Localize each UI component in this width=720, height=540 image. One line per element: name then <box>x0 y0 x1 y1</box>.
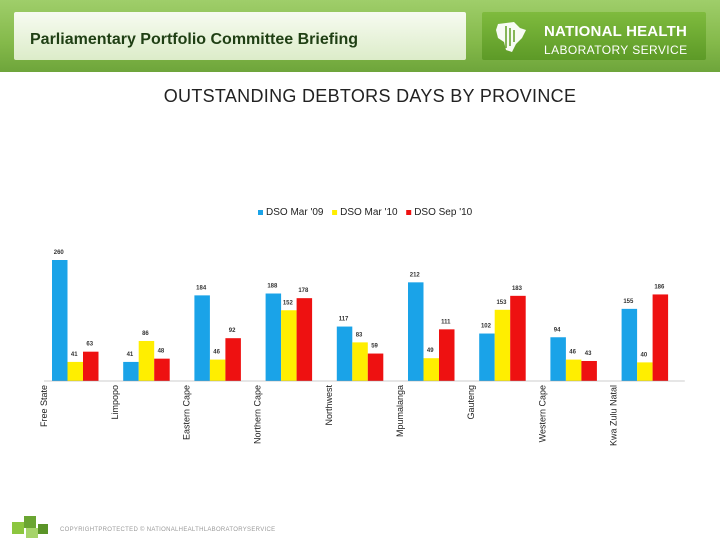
data-label-4-0: 117 <box>339 317 349 323</box>
bar-7-2 <box>581 360 597 381</box>
data-label-7-2: 43 <box>585 351 592 357</box>
data-label-3-2: 178 <box>298 288 309 294</box>
data-label-0-0: 260 <box>54 250 65 256</box>
data-label-2-2: 92 <box>229 328 236 334</box>
data-label-7-1: 46 <box>569 350 576 356</box>
logo-text-national-health: NATIONAL HEALTH <box>544 23 687 40</box>
data-label-6-1: 153 <box>496 300 507 306</box>
category-label-3: Northern Cape <box>253 385 263 444</box>
legend-swatch-2 <box>406 210 412 215</box>
bar-8-1 <box>637 362 653 381</box>
data-label-0-1: 41 <box>71 352 78 358</box>
chart-title: OUTSTANDING DEBTORS DAYS BY PROVINCE <box>163 86 577 106</box>
data-label-4-1: 83 <box>356 332 363 338</box>
data-label-2-0: 184 <box>196 285 207 291</box>
category-label-0: Free State <box>39 385 49 427</box>
data-label-2-1: 46 <box>213 350 220 356</box>
bar-6-0 <box>479 333 495 381</box>
bar-8-0 <box>621 308 638 381</box>
legend-swatch-1 <box>332 210 338 215</box>
bar-6-2 <box>510 295 526 381</box>
legend-label-0: DSO Mar '09 <box>266 207 324 218</box>
logo-text-laboratory-service: LABORATORY SERVICE <box>544 43 688 57</box>
copyright-footer: COPYRIGHTPROTECTED © NATIONALHEALTHLABOR… <box>60 527 276 533</box>
bar-5-2 <box>439 329 455 381</box>
bar-5-1 <box>423 358 439 381</box>
bar-3-1 <box>281 310 297 381</box>
data-label-0-2: 63 <box>86 342 93 348</box>
category-label-4: Northwest <box>324 385 334 426</box>
bar-1-0 <box>123 361 139 381</box>
data-label-6-2: 183 <box>512 286 523 292</box>
header-title-panel: Parliamentary Portfolio Committee Briefi… <box>14 12 466 60</box>
bar-2-1 <box>209 359 226 381</box>
bar-2-2 <box>225 338 241 381</box>
data-label-5-1: 49 <box>427 348 434 354</box>
data-label-6-0: 102 <box>481 324 492 330</box>
nhls-logo: NATIONAL HEALTH LABORATORY SERVICE <box>482 12 706 60</box>
category-label-8: Kwa Zulu Natal <box>609 385 619 446</box>
bar-6-1 <box>494 309 511 381</box>
legend-swatch-0 <box>258 210 263 215</box>
presentation-title: Parliamentary Portfolio Committee Briefi… <box>30 31 359 48</box>
legend-label-2: DSO Sep '10 <box>414 207 472 218</box>
data-label-1-2: 48 <box>158 349 165 355</box>
bar-7-0 <box>550 337 566 381</box>
bar-1-1 <box>138 340 155 381</box>
data-label-4-2: 59 <box>371 344 378 350</box>
bar-1-2 <box>154 358 170 381</box>
data-label-5-0: 212 <box>410 272 421 278</box>
bar-2-0 <box>194 295 210 381</box>
data-label-8-2: 186 <box>654 284 665 290</box>
data-label-5-2: 111 <box>441 319 451 325</box>
category-label-7: Western Cape <box>537 385 547 442</box>
bar-5-0 <box>408 282 424 381</box>
data-label-3-1: 152 <box>283 300 294 306</box>
data-label-8-0: 155 <box>623 299 634 305</box>
data-label-1-1: 86 <box>142 331 149 337</box>
bar-0-2 <box>83 351 99 381</box>
bar-0-1 <box>67 361 83 381</box>
bar-4-2 <box>367 353 384 381</box>
bar-4-1 <box>352 342 368 381</box>
debtors-days-bar-chart: DSO Mar '09 DSO Mar '10 DSO Sep '10 260 41 63… <box>39 207 685 446</box>
data-label-7-0: 94 <box>554 327 561 333</box>
category-label-2: Eastern Cape <box>181 385 191 440</box>
data-label-8-1: 40 <box>641 352 648 358</box>
bar-0-0 <box>52 260 68 381</box>
footer-cubes-icon <box>12 516 48 538</box>
data-label-1-0: 41 <box>127 352 134 358</box>
bar-3-2 <box>296 298 313 381</box>
header-banner: Parliamentary Portfolio Committee Briefi… <box>0 0 720 72</box>
bar-8-2 <box>652 294 669 381</box>
data-label-3-0: 188 <box>267 284 278 290</box>
category-label-6: Gauteng <box>466 385 476 420</box>
africa-logo-icon <box>496 22 526 52</box>
bar-7-1 <box>565 359 582 381</box>
bar-4-0 <box>336 326 353 381</box>
bar-3-0 <box>265 293 282 381</box>
category-label-5: Mpumalanga <box>395 385 405 437</box>
category-label-1: Limpopo <box>110 385 120 420</box>
legend-label-1: DSO Mar '10 <box>340 207 398 218</box>
